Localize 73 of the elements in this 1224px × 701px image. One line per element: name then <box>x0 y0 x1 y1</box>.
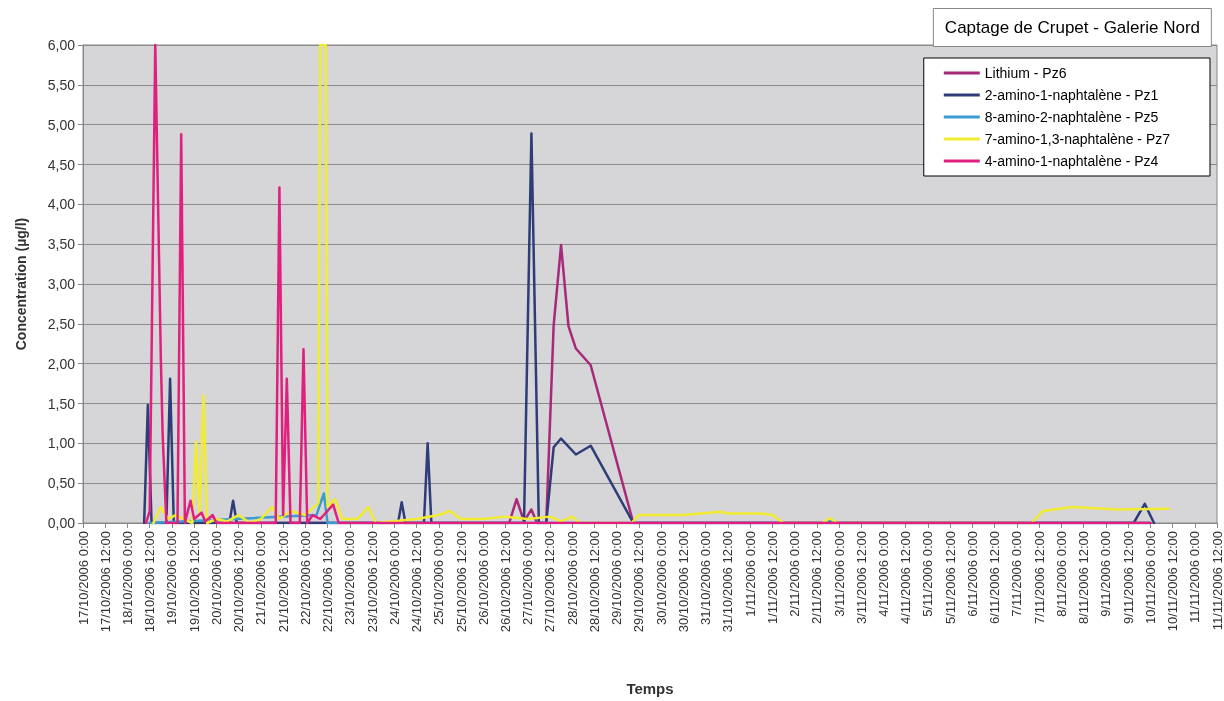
y-tick-label: 3,00 <box>47 276 76 292</box>
x-tick-label: 9/11/2006 0:00 <box>1098 531 1114 617</box>
y-tick-label: 2,00 <box>47 355 76 372</box>
x-tick-label: 6/11/2006 0:00 <box>964 531 980 617</box>
x-tick-label: 31/10/2006 12:00 <box>720 531 736 633</box>
x-tick-label: 7/11/2006 12:00 <box>1031 531 1047 625</box>
x-tick-label: 4/11/2006 0:00 <box>875 531 891 617</box>
x-tick-label: 17/10/2006 12:00 <box>97 531 113 633</box>
y-tick-label: 5,50 <box>47 76 76 93</box>
x-tick-label: 23/10/2006 12:00 <box>364 531 380 633</box>
y-tick-label: 1,00 <box>47 435 76 452</box>
x-tick-label: 21/10/2006 0:00 <box>253 531 269 625</box>
y-tick-label: 2,50 <box>47 315 76 332</box>
x-tick-label: 28/10/2006 0:00 <box>564 531 580 625</box>
x-tick-label: 2/11/2006 12:00 <box>809 531 825 625</box>
x-tick-label: 2/11/2006 0:00 <box>787 531 803 617</box>
x-tick-label: 19/10/2006 12:00 <box>186 531 202 633</box>
x-tick-label: 24/10/2006 12:00 <box>409 531 425 633</box>
y-tick-label: 0,00 <box>47 515 76 531</box>
chart-title: Captage de Crupet - Galerie Nord <box>944 18 1201 37</box>
legend-label: Lithium - Pz6 <box>984 65 1067 81</box>
x-tick-label: 18/10/2006 0:00 <box>119 531 135 625</box>
x-tick-label: 30/10/2006 12:00 <box>675 531 691 633</box>
legend-label: 4-amino-1-naphtalène - Pz4 <box>984 153 1159 169</box>
y-tick-label: 4,00 <box>47 196 76 213</box>
x-tick-label: 3/11/2006 0:00 <box>831 531 847 617</box>
legend-label: 8-amino-2-naphtalène - Pz5 <box>984 109 1159 125</box>
y-tick-label: 4,50 <box>47 156 76 173</box>
x-tick-label: 18/10/2006 12:00 <box>142 531 158 633</box>
x-tick-label: 9/11/2006 12:00 <box>1120 531 1136 625</box>
y-tick-label: 3,50 <box>47 236 76 253</box>
x-tick-label: 23/10/2006 0:00 <box>342 531 358 625</box>
x-tick-label: 10/11/2006 0:00 <box>1142 531 1158 625</box>
x-tick-label: 26/10/2006 0:00 <box>475 531 491 625</box>
x-tick-label: 25/10/2006 0:00 <box>431 531 447 625</box>
x-tick-label: 5/11/2006 0:00 <box>920 531 936 617</box>
x-tick-label: 28/10/2006 12:00 <box>586 531 602 633</box>
x-tick-label: 4/11/2006 12:00 <box>898 531 914 625</box>
legend-label: 2-amino-1-naphtalène - Pz1 <box>984 87 1159 103</box>
x-tick-label: 29/10/2006 12:00 <box>631 531 647 633</box>
x-tick-label: 24/10/2006 0:00 <box>386 531 402 625</box>
x-tick-label: 29/10/2006 0:00 <box>609 531 625 625</box>
x-tick-label: 1/11/2006 0:00 <box>742 531 758 617</box>
x-tick-label: 6/11/2006 12:00 <box>987 531 1003 625</box>
x-tick-label: 5/11/2006 12:00 <box>942 531 958 625</box>
x-tick-label: 20/10/2006 12:00 <box>231 531 247 633</box>
y-tick-label: 6,00 <box>47 37 76 53</box>
legend-label: 7-amino-1,3-naphtalène - Pz7 <box>984 131 1171 147</box>
x-tick-label: 11/11/2006 12:00 <box>1209 531 1224 631</box>
x-tick-label: 25/10/2006 12:00 <box>453 531 469 633</box>
x-tick-label: 3/11/2006 12:00 <box>853 531 869 625</box>
x-tick-label: 26/10/2006 12:00 <box>497 531 513 633</box>
x-axis-title: Temps <box>626 680 674 697</box>
x-tick-label: 19/10/2006 0:00 <box>164 531 180 625</box>
x-tick-label: 11/11/2006 0:00 <box>1187 531 1203 624</box>
x-tick-label: 1/11/2006 12:00 <box>764 531 780 625</box>
x-tick-label: 30/10/2006 0:00 <box>653 531 669 625</box>
x-tick-label: 10/11/2006 12:00 <box>1165 531 1181 632</box>
y-tick-label: 0,50 <box>47 475 76 492</box>
x-tick-label: 17/10/2006 0:00 <box>75 531 91 625</box>
y-tick-label: 1,50 <box>47 395 76 412</box>
x-tick-label: 21/10/2006 12:00 <box>275 531 291 633</box>
x-tick-label: 27/10/2006 0:00 <box>520 531 536 625</box>
x-tick-label: 31/10/2006 0:00 <box>698 531 714 625</box>
x-tick-label: 8/11/2006 0:00 <box>1053 531 1069 617</box>
y-tick-label: 5,00 <box>47 116 76 133</box>
x-tick-label: 22/10/2006 0:00 <box>297 531 313 625</box>
x-tick-label: 22/10/2006 12:00 <box>320 531 336 633</box>
x-tick-label: 20/10/2006 0:00 <box>208 531 224 625</box>
x-tick-label: 27/10/2006 12:00 <box>542 531 558 633</box>
y-axis-title: Concentration (µg/l) <box>13 217 29 351</box>
x-tick-label: 8/11/2006 12:00 <box>1076 531 1092 625</box>
x-tick-label: 7/11/2006 0:00 <box>1009 531 1025 617</box>
